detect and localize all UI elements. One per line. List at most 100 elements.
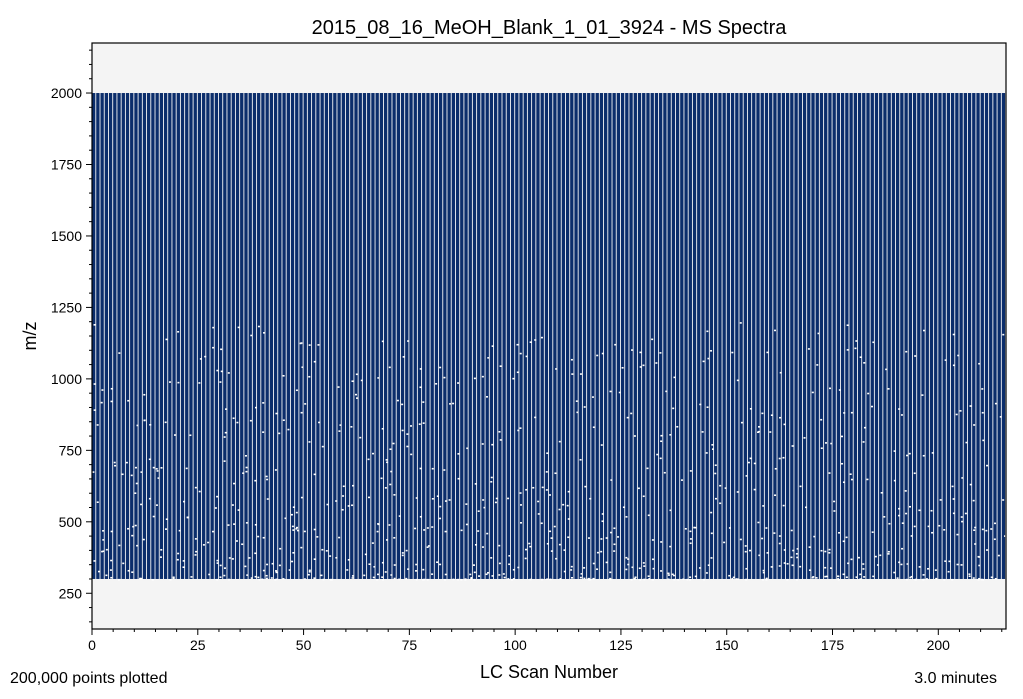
scan-gap	[838, 389, 841, 391]
scan-gap	[265, 577, 268, 580]
scan-column	[692, 93, 697, 579]
scan-gap	[686, 578, 689, 581]
scan-gap	[507, 497, 510, 500]
scan-gap	[342, 485, 345, 488]
scan-gap	[711, 448, 714, 450]
scan-column	[138, 93, 142, 579]
scan-gap	[782, 504, 785, 507]
scan-column	[218, 93, 223, 579]
scan-gap	[553, 525, 556, 528]
scan-gap	[956, 563, 959, 566]
scan-gap	[837, 578, 840, 580]
scan-column	[341, 93, 345, 579]
scan-gap	[893, 450, 896, 452]
scan-column	[159, 93, 164, 579]
scan-column	[980, 93, 984, 579]
scan-gap	[495, 497, 498, 500]
scan-column	[836, 93, 841, 579]
scan-gap	[872, 575, 875, 578]
scan-gap	[977, 555, 980, 558]
scan-gap	[625, 556, 628, 559]
scan-column	[950, 93, 955, 579]
scan-gap	[689, 578, 692, 581]
scan-gap	[288, 569, 291, 571]
scan-column	[223, 93, 227, 579]
scan-gap	[600, 550, 603, 553]
scan-gap	[660, 440, 663, 443]
scan-column	[790, 93, 794, 579]
scan-gap	[367, 458, 370, 461]
scan-gap	[973, 424, 976, 426]
scan-gap	[714, 472, 717, 475]
scan-gap	[436, 495, 439, 497]
scan-gap	[338, 430, 341, 432]
scan-column	[405, 93, 409, 579]
scan-gap	[808, 569, 811, 571]
scan-gap	[862, 568, 865, 570]
scan-gap	[699, 403, 702, 406]
scan-gap	[499, 439, 502, 441]
scan-gap	[753, 462, 756, 465]
scan-gap	[997, 554, 1000, 557]
scan-gap	[791, 445, 794, 447]
scan-gap	[770, 566, 773, 568]
scan-gap	[732, 576, 735, 579]
scan-gap	[947, 570, 950, 573]
scan-gap	[254, 575, 257, 578]
scan-gap	[127, 569, 130, 572]
scan-column	[794, 93, 798, 579]
scan-gap	[829, 567, 832, 569]
scan-gap	[828, 552, 831, 554]
scan-column	[828, 93, 832, 579]
scan-gap	[102, 530, 105, 532]
scan-gap	[220, 348, 223, 351]
scan-gap	[223, 436, 226, 438]
scan-column	[307, 93, 312, 579]
scan-gap	[377, 523, 380, 526]
scan-column	[147, 93, 151, 579]
y-axis-label: m/z	[20, 322, 40, 351]
scan-gap	[803, 437, 806, 439]
scan-column	[303, 93, 307, 579]
scan-gap	[627, 563, 630, 566]
scan-gap	[570, 358, 573, 361]
scan-gap	[601, 513, 604, 515]
scan-gap	[219, 381, 222, 383]
scan-gap	[972, 499, 975, 502]
scan-gap	[965, 441, 968, 444]
scan-column	[667, 93, 671, 579]
scan-gap	[820, 418, 823, 421]
scan-column	[549, 93, 553, 579]
scan-gap	[114, 464, 117, 467]
scan-gap	[508, 555, 511, 557]
scan-gap	[300, 496, 303, 499]
scan-gap	[308, 375, 311, 378]
scan-gap	[694, 526, 697, 529]
scan-column	[595, 93, 599, 579]
scan-gap	[990, 528, 993, 530]
scan-gap	[906, 563, 909, 565]
scan-gap	[325, 550, 328, 552]
scan-gap	[938, 524, 941, 527]
scan-gap	[241, 543, 244, 546]
scan-gap	[728, 574, 731, 577]
scan-gap	[301, 366, 304, 369]
scan-gap	[824, 550, 827, 553]
scan-gap	[113, 461, 116, 464]
scan-gap	[609, 571, 612, 574]
scan-gap	[980, 578, 983, 581]
scan-gap	[799, 485, 802, 488]
scan-column	[688, 93, 692, 579]
scan-column	[934, 93, 938, 579]
scan-gap	[102, 539, 105, 541]
scan-gap	[393, 537, 396, 539]
scan-gap	[684, 528, 687, 530]
scan-column	[502, 93, 506, 579]
scan-gap	[135, 482, 138, 485]
scan-gap	[318, 421, 321, 424]
scan-gap	[736, 491, 739, 493]
scan-gap	[613, 527, 616, 530]
scan-gap	[326, 503, 329, 506]
scan-column	[324, 93, 329, 579]
x-tick-label: 75	[402, 637, 418, 653]
